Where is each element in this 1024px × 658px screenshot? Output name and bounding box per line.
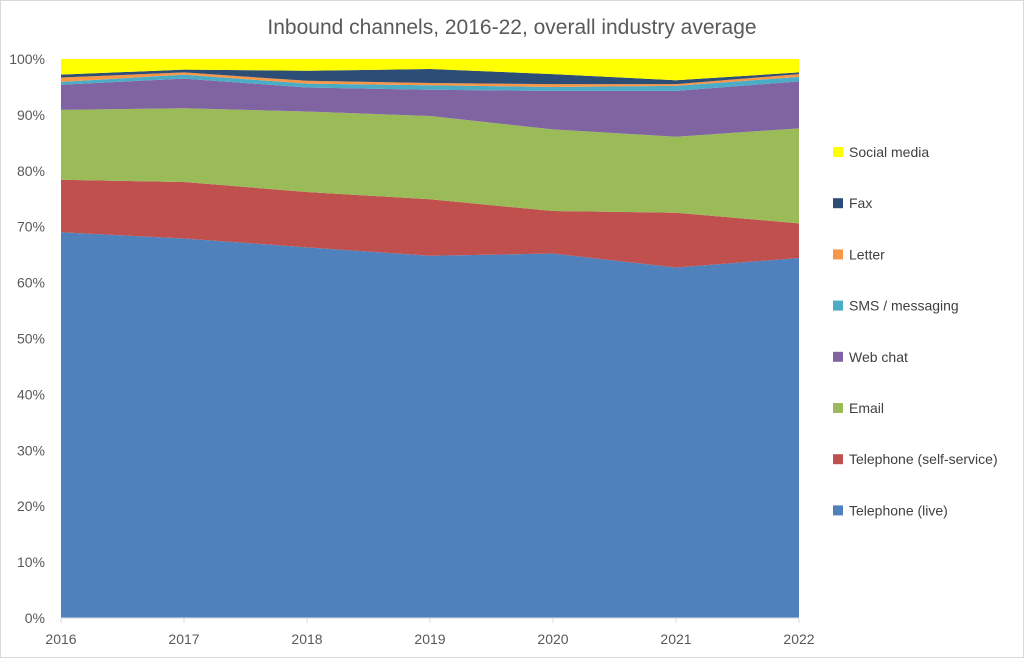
legend-item: Email (833, 400, 884, 416)
legend-label: Email (849, 400, 884, 416)
area-sms-messaging (61, 74, 799, 91)
legend-item: Telephone (self-service) (833, 451, 998, 467)
x-tick-label: 2020 (537, 631, 568, 647)
y-tick-label: 60% (17, 275, 45, 291)
legend-swatch (833, 454, 843, 465)
axes: 0% 10% 20% 30% 40% 50% 60% 70% 80% 90% 100% 2016 201… (9, 51, 815, 647)
legend-swatch (833, 300, 843, 311)
legend-swatch (833, 505, 843, 516)
area-web-chat (61, 78, 799, 137)
y-tick-label: 100% (9, 51, 45, 67)
area-fax (61, 69, 799, 85)
legend-label: Social media (849, 144, 929, 160)
legend-swatch (833, 249, 843, 260)
y-tick-label: 90% (17, 107, 45, 123)
legend-item: Social media (833, 144, 929, 160)
area-social-media (61, 59, 799, 81)
legend-item: Letter (833, 246, 885, 262)
y-tick-label: 80% (17, 163, 45, 179)
legend-swatch (833, 351, 843, 362)
y-tick-label: 70% (17, 219, 45, 235)
x-tick-label: 2016 (45, 631, 76, 647)
legend-item: Web chat (833, 349, 908, 365)
legend-label: Telephone (live) (849, 502, 948, 518)
x-tick-label: 2021 (660, 631, 691, 647)
y-tick-label: 20% (17, 498, 45, 514)
legend-label: Letter (849, 246, 885, 262)
legend-swatch (833, 403, 843, 413)
area-telephone-live- (61, 232, 799, 619)
area-telephone-self-service- (61, 179, 799, 268)
x-tick-label: 2019 (414, 631, 445, 647)
legend-swatch (833, 147, 843, 157)
legend-label: Web chat (849, 349, 908, 365)
legend-swatch (833, 198, 843, 209)
x-tick-label: 2018 (291, 631, 322, 647)
area-letter (61, 72, 799, 87)
legend-item: SMS / messaging (833, 298, 959, 314)
legend-label: Telephone (self-service) (849, 451, 998, 467)
chart-title: Inbound channels, 2016-22, overall indus… (267, 16, 756, 39)
legend-item: Fax (833, 195, 872, 211)
legend-label: SMS / messaging (849, 298, 959, 314)
legend-label: Fax (849, 195, 872, 211)
y-tick-label: 30% (17, 442, 45, 458)
y-tick-label: 0% (25, 610, 45, 626)
x-tick-label: 2022 (783, 631, 814, 647)
legend-item: Telephone (live) (833, 502, 948, 518)
legend: Social media Fax Letter SMS / messaging Web … (833, 144, 998, 518)
plot-areas (61, 59, 799, 619)
y-tick-label: 50% (17, 331, 45, 347)
x-tick-label: 2017 (168, 631, 199, 647)
area-email (61, 108, 799, 224)
y-tick-label: 10% (17, 554, 45, 570)
y-tick-label: 40% (17, 386, 45, 402)
